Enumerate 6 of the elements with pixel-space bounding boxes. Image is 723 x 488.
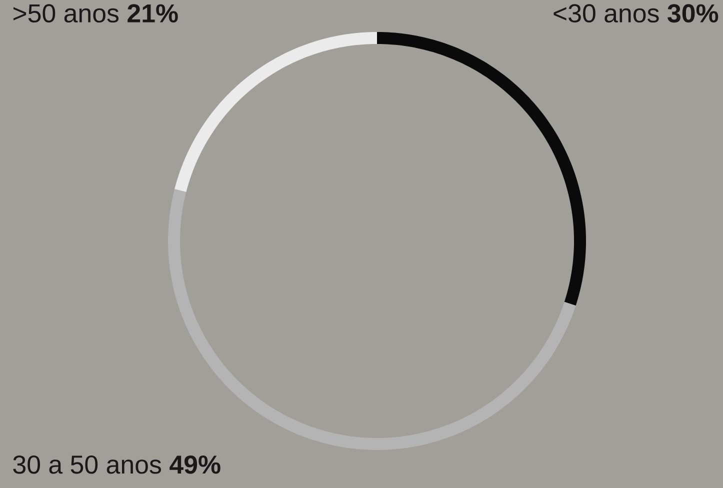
- slice-label: <30 anos: [554, 4, 659, 23]
- data-label: 49%: [170, 455, 220, 474]
- slice-label: 30 a 50 anos: [13, 455, 162, 474]
- data-label: 21%: [128, 4, 178, 22]
- slice-label: >50 anos: [13, 4, 119, 23]
- data-label: 30%: [668, 4, 718, 23]
